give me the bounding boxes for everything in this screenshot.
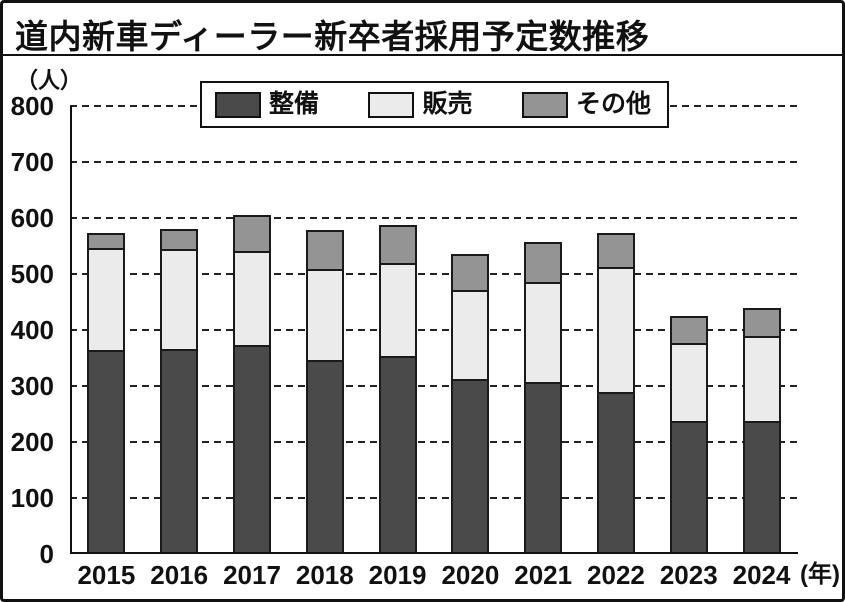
bar-slot-2024 — [725, 106, 798, 554]
bar-slot-2021 — [507, 106, 580, 554]
y-tick-label-700: 700 — [10, 147, 54, 177]
y-axis-line — [70, 106, 72, 554]
bar-segment-2023-その他 — [669, 316, 708, 345]
stacked-bar-2022 — [596, 233, 635, 554]
legend-label-hanbai: 販売 — [422, 90, 473, 118]
y-tick-label-500: 500 — [10, 259, 54, 289]
stacked-bar-2024 — [742, 308, 781, 554]
bar-segment-2017-整備 — [232, 345, 271, 554]
bar-slot-2019 — [361, 106, 434, 554]
bar-segment-2021-その他 — [524, 242, 563, 284]
bar-segment-2023-販売 — [669, 343, 708, 423]
stacked-bar-2018 — [305, 230, 344, 554]
bar-segment-2022-その他 — [596, 233, 635, 269]
bar-segment-2018-整備 — [305, 360, 344, 554]
bar-segment-2024-整備 — [742, 421, 781, 554]
x-axis-label-2023: 2023 — [659, 560, 718, 590]
legend-item-sonota: その他 — [521, 90, 651, 118]
y-axis-unit-label: （人） — [16, 68, 83, 93]
bar-segment-2016-整備 — [160, 349, 199, 554]
gridline-400 — [70, 329, 798, 331]
y-tick-label-600: 600 — [10, 203, 54, 233]
title-divider — [3, 54, 842, 56]
x-axis-label-2016: 2016 — [150, 560, 209, 590]
bar-segment-2021-販売 — [524, 282, 563, 384]
plot-area — [70, 105, 798, 554]
bar-segment-2019-その他 — [378, 225, 417, 265]
gridline-300 — [70, 385, 798, 387]
gridline-100 — [70, 497, 798, 499]
x-axis-labels: 2015 2016 2017 2018 2019 2020 2021 2022 2023 2024 — [70, 561, 798, 589]
stacked-bar-2021 — [524, 242, 563, 554]
legend: 整備 販売 その他 — [200, 81, 669, 128]
stacked-bar-2016 — [160, 229, 199, 554]
x-axis-label-2017: 2017 — [223, 560, 281, 590]
bar-segment-2016-販売 — [160, 249, 199, 351]
stacked-bar-2015 — [87, 233, 126, 554]
bar-segment-2020-その他 — [451, 254, 490, 292]
x-axis-label-2022: 2022 — [587, 560, 645, 590]
bar-segment-2015-販売 — [87, 248, 126, 352]
hanbai-swatch-icon — [368, 91, 415, 118]
gridline-600 — [70, 217, 798, 219]
y-tick-label-100: 100 — [10, 483, 54, 513]
bar-segment-2022-整備 — [596, 392, 635, 554]
stacked-bar-2017 — [232, 215, 271, 554]
x-axis-line — [70, 552, 798, 554]
bars-container — [70, 106, 798, 554]
seibi-swatch-icon — [215, 91, 261, 118]
stacked-bar-2019 — [378, 225, 417, 554]
y-tick-label-200: 200 — [10, 427, 54, 457]
bar-segment-2022-販売 — [596, 267, 635, 394]
x-axis-label-2015: 2015 — [77, 560, 136, 590]
x-axis-label-2018: 2018 — [295, 560, 354, 590]
y-tick-label-0: 0 — [39, 539, 54, 569]
bar-segment-2020-販売 — [451, 290, 490, 381]
chart-title: 道内新車ディーラー新卒者採用予定数推移 — [15, 18, 650, 55]
bar-segment-2024-販売 — [742, 336, 781, 423]
bar-segment-2018-その他 — [305, 230, 344, 271]
x-axis-unit-label: (年) — [800, 561, 840, 588]
gridline-700 — [70, 161, 798, 163]
x-axis-label-2019: 2019 — [368, 560, 427, 590]
bar-segment-2019-整備 — [378, 356, 417, 554]
bar-segment-2018-販売 — [305, 269, 344, 362]
bar-slot-2022 — [580, 106, 653, 554]
gridline-200 — [70, 441, 798, 443]
bar-slot-2015 — [70, 106, 143, 554]
bar-slot-2017 — [216, 106, 289, 554]
y-tick-label-400: 400 — [10, 315, 54, 345]
sonota-swatch-icon — [521, 91, 568, 118]
legend-label-sonota: その他 — [575, 90, 651, 118]
bar-slot-2018 — [288, 106, 361, 554]
x-axis-label-2021: 2021 — [514, 560, 573, 590]
bar-segment-2024-その他 — [742, 308, 781, 338]
bar-slot-2023 — [652, 106, 725, 554]
bar-segment-2017-その他 — [232, 215, 271, 253]
y-tick-label-800: 800 — [10, 91, 54, 121]
bar-segment-2021-整備 — [524, 382, 563, 554]
bar-segment-2017-販売 — [232, 251, 271, 347]
bar-segment-2023-整備 — [669, 421, 708, 554]
bar-segment-2015-整備 — [87, 350, 126, 554]
bar-slot-2016 — [143, 106, 216, 554]
bar-segment-2019-販売 — [378, 263, 417, 358]
bar-segment-2020-整備 — [451, 379, 490, 554]
x-axis-label-2020: 2020 — [441, 560, 500, 590]
legend-item-seibi: 整備 — [215, 90, 320, 118]
legend-label-seibi: 整備 — [269, 90, 320, 118]
gridline-500 — [70, 273, 798, 275]
y-tick-label-300: 300 — [10, 371, 54, 401]
legend-item-hanbai: 販売 — [368, 90, 473, 118]
x-axis-label-2024: 2024 — [732, 560, 791, 590]
stacked-bar-2020 — [451, 254, 490, 554]
bar-segment-2016-その他 — [160, 229, 199, 251]
bar-slot-2020 — [434, 106, 507, 554]
stacked-bar-2023 — [669, 316, 708, 554]
